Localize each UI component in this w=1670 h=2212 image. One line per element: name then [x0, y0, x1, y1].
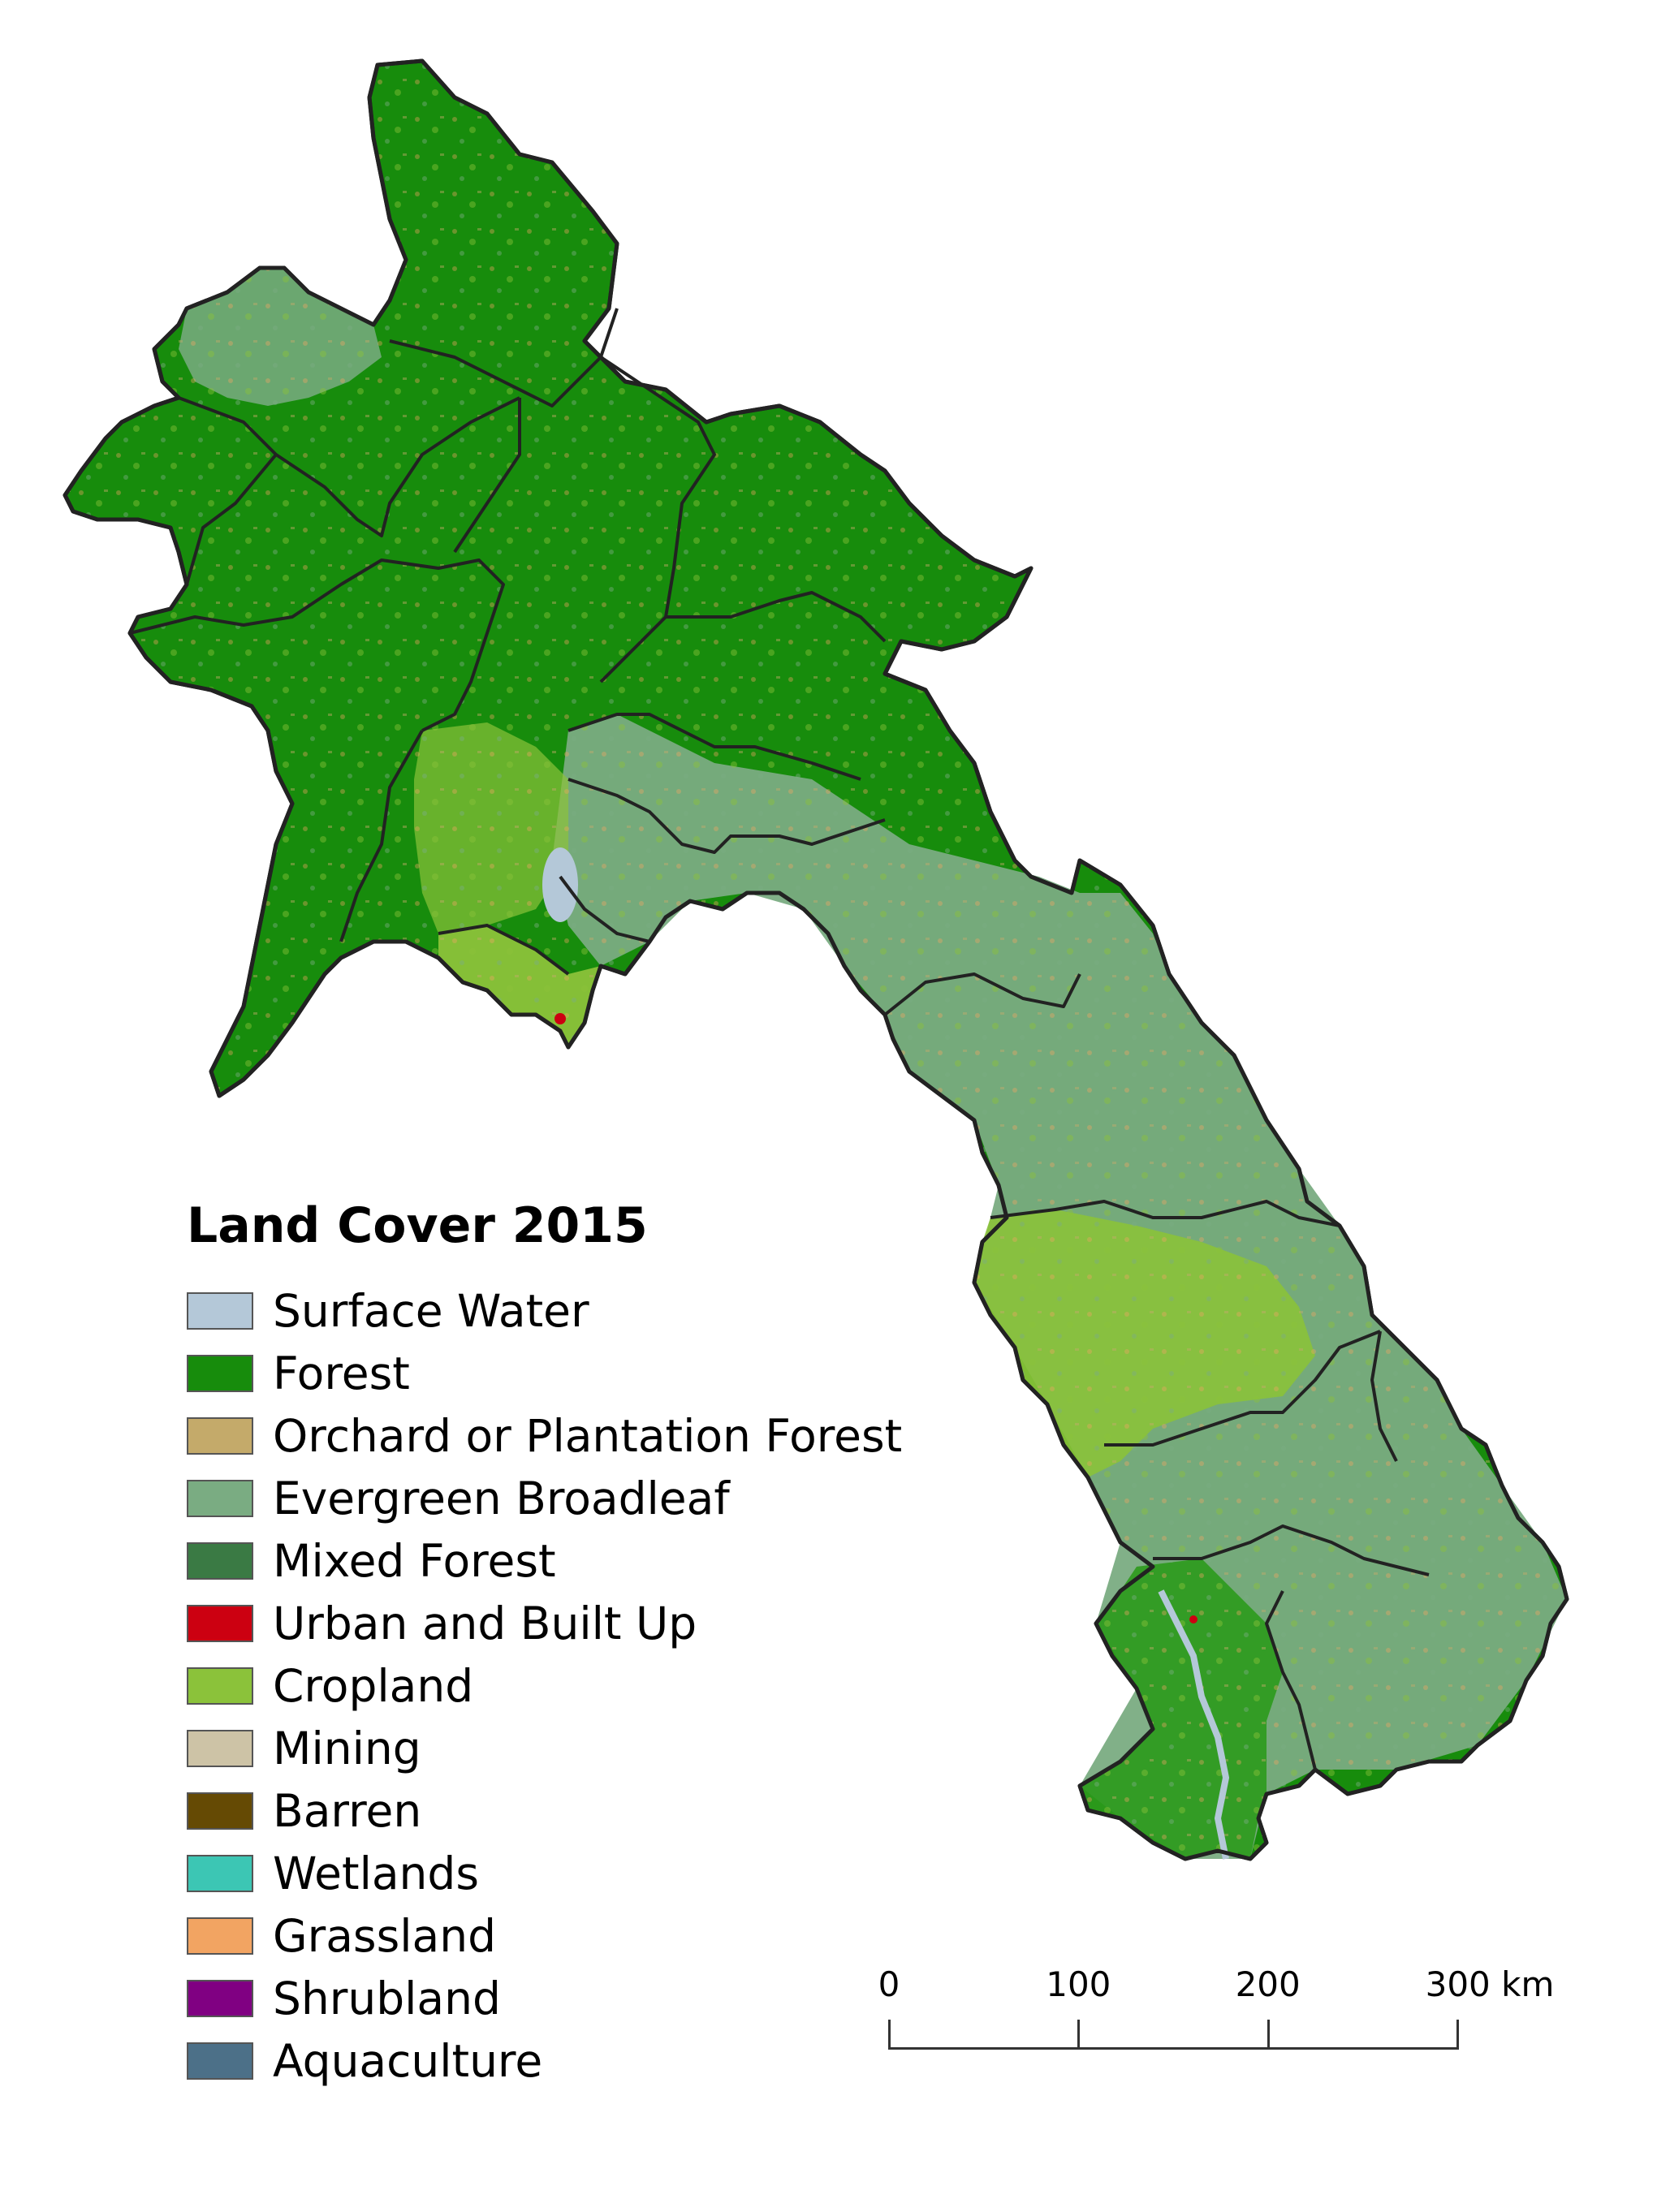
- legend-swatch: [187, 1604, 253, 1642]
- country-border: [63, 58, 1569, 1861]
- scale-bar-tick-label: 0: [878, 1964, 900, 2004]
- legend-swatch: [187, 1667, 253, 1705]
- legend-swatch: [187, 1979, 253, 2017]
- legend-item: Mixed Forest: [187, 1529, 966, 1592]
- surface-water: [542, 847, 1230, 1860]
- legend-item: Barren: [187, 1779, 966, 1842]
- legend-item: Urban and Built Up: [187, 1592, 966, 1654]
- scale-bar-tick-label: 100: [1046, 1964, 1111, 2004]
- legend-swatch: [187, 1729, 253, 1767]
- province-boundaries: [129, 308, 1430, 1770]
- legend-swatch: [187, 1792, 253, 1830]
- legend-item: Orchard or Plantation Forest: [187, 1404, 966, 1467]
- legend-label: Wetlands: [273, 1847, 479, 1899]
- legend-item: Mining: [187, 1717, 966, 1779]
- legend-swatch: [187, 1854, 253, 1892]
- legend-label: Orchard or Plantation Forest: [273, 1409, 903, 1462]
- province-line: [453, 398, 521, 554]
- province-line: [599, 356, 716, 683]
- province-line: [1104, 1330, 1381, 1447]
- legend-item: Shrubland: [187, 1967, 966, 2029]
- province-line: [178, 396, 520, 537]
- legend-label: Shrubland: [273, 1972, 501, 2024]
- legend-swatch: [187, 1917, 253, 1955]
- province-line: [883, 972, 1081, 1016]
- scale-bar-tick: [888, 2020, 891, 2050]
- legend-item: Wetlands: [187, 1842, 966, 1904]
- province-line: [666, 591, 887, 643]
- legend-label: Urban and Built Up: [273, 1597, 697, 1649]
- legend-label: Mixed Forest: [273, 1534, 556, 1587]
- map-legend: Land Cover 2015 Surface Water Forest Orcha…: [187, 1193, 966, 2092]
- scale-bar-tick: [1077, 2020, 1081, 2050]
- scale-bar-tick: [1267, 2020, 1270, 2050]
- province-line: [438, 924, 570, 976]
- province-line: [567, 713, 861, 781]
- legend-label: Surface Water: [273, 1284, 589, 1337]
- legend-item: Grassland: [187, 1904, 966, 1967]
- legend-item: Evergreen Broadleaf: [187, 1467, 966, 1529]
- legend-item: Surface Water: [187, 1279, 966, 1342]
- mekong-river-south: [1158, 1589, 1230, 1860]
- legend-item: Aquaculture: [187, 2029, 966, 2092]
- scale-bar-line: [888, 2047, 1458, 2050]
- legend-item: Cropland: [187, 1654, 966, 1717]
- legend-label: Barren: [273, 1784, 422, 1837]
- legend-swatch: [187, 1416, 253, 1455]
- province-line: [1265, 1590, 1317, 1770]
- vientiane-urban-area: [555, 1013, 566, 1024]
- province-line: [129, 558, 505, 732]
- legend-swatch: [187, 2042, 253, 2080]
- legend-label: Evergreen Broadleaf: [273, 1472, 730, 1524]
- legend-label: Mining: [273, 1722, 421, 1774]
- legend-label: Grassland: [273, 1909, 496, 1962]
- legend-swatch: [187, 1542, 253, 1580]
- urban-pakse: [1189, 1615, 1197, 1623]
- province-line: [567, 778, 886, 854]
- province-line: [1153, 1524, 1430, 1576]
- scale-bar: 0 100 200 300 km: [877, 1964, 1554, 2054]
- legend-swatch: [187, 1479, 253, 1517]
- legend-item: Forest: [187, 1342, 966, 1404]
- province-line: [339, 730, 424, 942]
- legend-swatch: [187, 1354, 253, 1392]
- scale-bar-tick: [1456, 2020, 1459, 2050]
- province-line: [185, 453, 278, 585]
- legend-swatch: [187, 1291, 253, 1330]
- legend-label: Forest: [273, 1347, 410, 1399]
- province-line: [990, 1200, 1340, 1227]
- province-line: [389, 308, 619, 407]
- province-line: [1370, 1330, 1398, 1462]
- scale-bar-tick-label: 200: [1235, 1964, 1301, 2004]
- legend-title: Land Cover 2015: [187, 1197, 648, 1254]
- nam-ngum-reservoir: [542, 847, 578, 922]
- legend-label: Aquaculture: [273, 2034, 543, 2087]
- province-line: [559, 875, 650, 943]
- legend-items: Surface Water Forest Orchard or Plantation…: [187, 1279, 966, 2092]
- legend-label: Cropland: [273, 1659, 474, 1712]
- scale-bar-tick-label: 300 km: [1425, 1964, 1555, 2004]
